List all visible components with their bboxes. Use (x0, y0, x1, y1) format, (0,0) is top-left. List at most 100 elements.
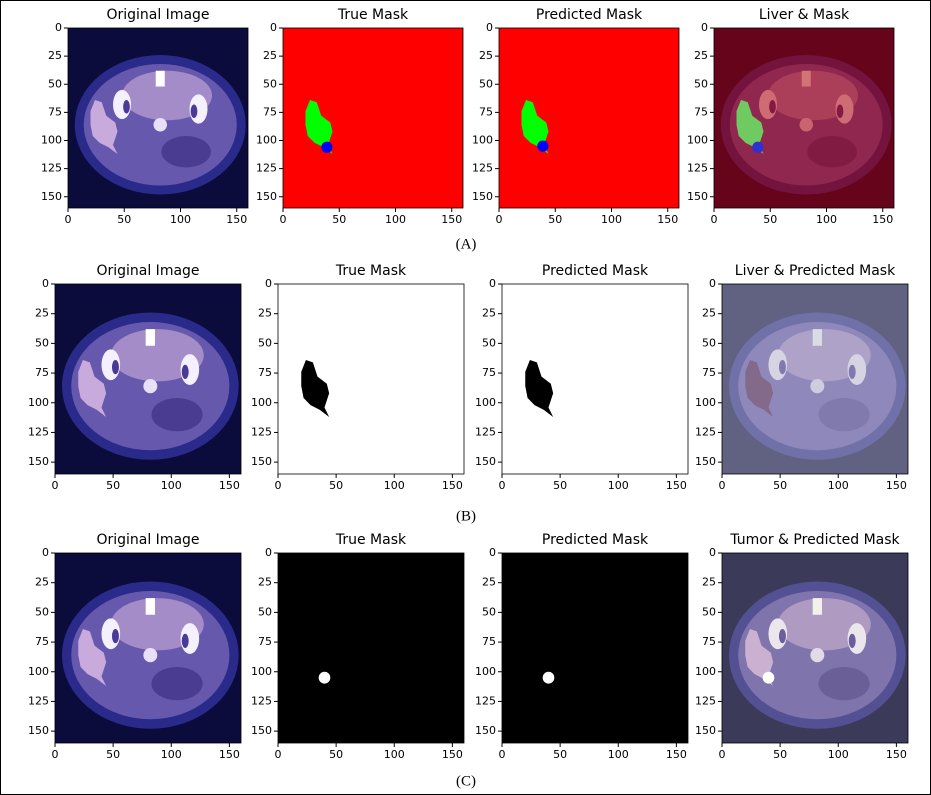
x-tick-label: 0 (499, 748, 506, 761)
ct-bowel (151, 398, 203, 432)
ct-aorta (143, 648, 158, 663)
axes-frame (713, 27, 895, 209)
y-tick-label: 0 (709, 277, 716, 290)
x-tick-label: 150 (872, 213, 893, 226)
y-tick-label: 75 (702, 366, 716, 379)
tumor-mask (321, 141, 333, 153)
tumor-mask (318, 671, 331, 684)
x-tick-label: 100 (816, 213, 837, 226)
ct-liver (90, 100, 118, 154)
y-tick-label: 100 (251, 396, 272, 409)
y-tick-label: 150 (251, 455, 272, 468)
y-tick-label: 150 (251, 724, 272, 737)
y-tick-label: 25 (702, 307, 716, 320)
y-tick-label: 25 (258, 307, 272, 320)
ct-bowel (151, 667, 203, 701)
x-tick-label: 150 (442, 748, 463, 761)
y-tick-label: 75 (482, 366, 496, 379)
ct-kidney-hole (181, 364, 189, 379)
x-tick-label: 100 (161, 479, 182, 492)
panel-image (722, 553, 908, 743)
y-tick-label: 50 (482, 336, 496, 349)
y-tick-label: 25 (694, 49, 708, 62)
x-tick-label: 150 (441, 213, 462, 226)
x-tick-label: 150 (886, 479, 907, 492)
panel-image (502, 553, 688, 743)
y-tick-label: 25 (482, 576, 496, 589)
y-tick-label: 25 (263, 49, 277, 62)
panel-image (278, 284, 464, 474)
liver-mask (301, 360, 330, 417)
x-tick-label: 100 (608, 748, 629, 761)
y-tick-label: 25 (258, 576, 272, 589)
panel-image (278, 553, 464, 743)
x-tick-label: 100 (384, 748, 405, 761)
ct-kidney-hole (111, 629, 119, 644)
row-caption: (C) (456, 773, 476, 789)
y-tick-label: 150 (256, 190, 277, 203)
ct-kidney-hole (181, 633, 189, 648)
y-tick-label: 75 (48, 105, 62, 118)
axes-frame (501, 283, 689, 475)
panel-title: True Mask (335, 532, 407, 548)
panel-title: Liver & Predicted Mask (735, 263, 896, 279)
panel-image (55, 553, 241, 743)
mask-bg (502, 553, 688, 743)
axes-frame (277, 552, 465, 744)
panel-image (499, 28, 679, 208)
tumor-overlay (752, 141, 764, 153)
ct-spine (145, 329, 155, 346)
y-tick-label: 125 (41, 162, 62, 175)
overlay (722, 553, 908, 743)
x-tick-label: 150 (666, 479, 687, 492)
axes-frame (721, 552, 909, 744)
panel-title: Original Image (96, 263, 199, 279)
x-tick-label: 150 (442, 479, 463, 492)
x-tick-label: 50 (332, 213, 346, 226)
y-tick-label: 150 (28, 455, 49, 468)
mask-bg (278, 553, 464, 743)
x-tick-label: 100 (161, 748, 182, 761)
x-tick-label: 150 (666, 748, 687, 761)
ct-kidney-hole (848, 633, 856, 648)
y-tick-label: 50 (702, 336, 716, 349)
y-tick-label: 125 (251, 425, 272, 438)
y-tick-label: 100 (28, 396, 49, 409)
y-tick-label: 125 (472, 162, 493, 175)
y-tick-label: 50 (258, 605, 272, 618)
y-tick-label: 75 (35, 366, 49, 379)
x-tick-label: 0 (52, 748, 59, 761)
x-tick-label: 100 (385, 213, 406, 226)
panel-image (283, 28, 463, 208)
y-tick-label: 150 (472, 190, 493, 203)
y-tick-label: 50 (35, 336, 49, 349)
x-tick-label: 150 (226, 213, 247, 226)
liver-overlay (736, 100, 764, 154)
y-tick-label: 0 (270, 21, 277, 34)
ct-aorta (143, 379, 158, 394)
x-tick-label: 50 (548, 213, 562, 226)
panel-title: Original Image (106, 7, 209, 23)
y-tick-label: 25 (48, 49, 62, 62)
y-tick-label: 25 (35, 307, 49, 320)
y-tick-label: 50 (263, 77, 277, 90)
axes-frame (277, 283, 465, 475)
ct-upper (110, 329, 204, 382)
y-tick-label: 100 (687, 134, 708, 147)
y-tick-label: 25 (35, 576, 49, 589)
y-tick-label: 150 (475, 455, 496, 468)
y-tick-label: 0 (265, 546, 272, 559)
ct-upper (110, 598, 204, 651)
panel-title: True Mask (337, 7, 409, 23)
y-tick-label: 125 (251, 694, 272, 707)
y-tick-label: 125 (256, 162, 277, 175)
ct-spine (812, 598, 822, 615)
y-tick-label: 125 (28, 694, 49, 707)
y-tick-label: 100 (695, 665, 716, 678)
panel-title: Predicted Mask (536, 7, 643, 23)
y-tick-label: 125 (695, 425, 716, 438)
x-tick-label: 100 (170, 213, 191, 226)
x-tick-label: 50 (553, 748, 567, 761)
y-tick-label: 50 (702, 605, 716, 618)
y-tick-label: 0 (55, 21, 62, 34)
